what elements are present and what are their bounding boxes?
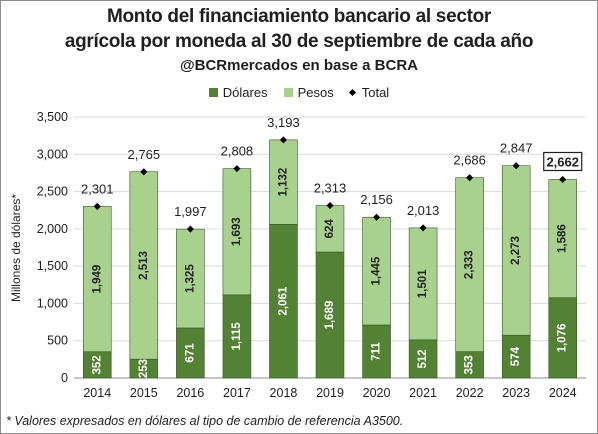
bar-label-pesos: 2,513 xyxy=(138,251,150,280)
bar-label-dolares: 574 xyxy=(510,346,522,366)
bar-label-dolares: 671 xyxy=(184,343,196,363)
x-tick-label: 2016 xyxy=(176,386,204,400)
chart-legend: Dólares Pesos Total xyxy=(0,85,598,100)
bar-label-dolares: 353 xyxy=(464,355,476,374)
bar-label-pesos: 2,333 xyxy=(464,250,476,279)
bar-label-pesos: 1,586 xyxy=(557,224,569,253)
bar-pesos xyxy=(455,177,484,352)
total-marker xyxy=(233,165,241,173)
bar-label-dolares: 1,076 xyxy=(557,323,569,352)
bar-dolares xyxy=(455,351,484,379)
x-tick-label: 2014 xyxy=(83,386,111,400)
bar-dolares xyxy=(222,294,252,379)
total-marker xyxy=(326,201,334,210)
total-label: 2,847 xyxy=(500,141,533,156)
bar-label-dolares: 1,689 xyxy=(324,301,336,330)
bar-dolares xyxy=(548,297,577,379)
legend-label-pesos: Pesos xyxy=(297,85,334,100)
total-marker xyxy=(279,136,287,144)
legend-item-dolares: Dólares xyxy=(208,85,268,100)
total-marker xyxy=(93,202,101,210)
legend-swatch-dolares xyxy=(208,88,218,97)
total-label: 1,997 xyxy=(174,204,207,219)
legend-swatch-pesos xyxy=(283,88,293,97)
total-marker xyxy=(373,213,381,221)
y-tick-label: 2,500 xyxy=(37,185,68,199)
bar-dolares xyxy=(408,339,438,379)
y-tick-label: 0 xyxy=(61,371,68,385)
bar-dolares xyxy=(501,334,531,379)
x-tick-label: 2023 xyxy=(502,386,530,400)
legend-item-pesos: Pesos xyxy=(283,85,334,100)
bar-label-dolares: 711 xyxy=(371,342,383,361)
bar-label-pesos: 1,949 xyxy=(91,265,103,294)
x-tick-label: 2024 xyxy=(549,386,577,400)
chart-title-line2: agrícola por moneda al 30 de septiembre … xyxy=(64,31,534,52)
bar-label-dolares: 512 xyxy=(417,349,429,368)
bar-label-pesos: 2,273 xyxy=(510,236,522,265)
bar-label-pesos: 1,501 xyxy=(417,269,429,298)
total-label: 2,156 xyxy=(360,192,393,207)
bar-label-pesos: 1,132 xyxy=(277,168,289,197)
x-tick-label: 2018 xyxy=(270,386,298,400)
x-tick-label: 2020 xyxy=(363,386,391,400)
bar-pesos xyxy=(548,179,577,299)
total-label: 2,313 xyxy=(314,181,347,196)
bar-label-dolares: 1,115 xyxy=(231,322,243,351)
bar-label-pesos: 624 xyxy=(324,219,336,239)
y-tick-label: 3,500 xyxy=(37,110,68,124)
total-marker xyxy=(140,168,148,176)
bar-label-pesos: 1,445 xyxy=(371,256,383,285)
total-label: 2,013 xyxy=(407,203,440,218)
bar-label-dolares: 2,061 xyxy=(277,286,289,315)
bar-label-dolares: 253 xyxy=(138,359,150,378)
bar-pesos xyxy=(315,205,345,253)
total-label: 2,808 xyxy=(221,144,254,159)
bar-dolares xyxy=(315,251,345,379)
legend-label-dolares: Dólares xyxy=(222,85,268,100)
legend-label-total: Total xyxy=(361,85,390,100)
total-label: 2,765 xyxy=(128,147,161,162)
total-marker xyxy=(559,175,567,184)
x-tick-label: 2015 xyxy=(130,386,158,400)
bar-dolares xyxy=(176,327,205,379)
total-label: 2,662 xyxy=(546,154,579,169)
x-tick-label: 2019 xyxy=(316,386,344,400)
bar-pesos xyxy=(129,171,159,360)
total-marker xyxy=(186,225,194,233)
bar-pesos xyxy=(501,165,531,336)
y-tick-label: 1,000 xyxy=(37,296,68,310)
y-tick-label: 2,000 xyxy=(37,222,68,236)
total-marker xyxy=(466,174,474,182)
chart-title: Monto del financiamiento bancario al sec… xyxy=(106,6,492,27)
x-tick-label: 2022 xyxy=(456,386,484,400)
bar-dolares xyxy=(83,351,112,379)
bar-label-pesos: 1,325 xyxy=(184,264,196,293)
total-label: 2,301 xyxy=(81,181,114,196)
total-marker xyxy=(512,162,520,170)
bar-pesos xyxy=(83,206,112,353)
bar-label-dolares: 352 xyxy=(91,355,103,374)
total-label-box xyxy=(543,151,583,172)
x-tick-label: 2017 xyxy=(223,386,251,400)
legend-item-total: Total xyxy=(348,85,390,100)
total-label: 2,686 xyxy=(453,153,486,168)
bar-dolares xyxy=(269,224,298,379)
footnote: * Valores expresados en dólares al tipo … xyxy=(6,414,404,428)
total-marker xyxy=(419,224,427,232)
bar-pesos xyxy=(408,227,438,341)
bar-label-pesos: 1,693 xyxy=(231,217,243,246)
y-tick-label: 500 xyxy=(47,334,68,348)
bar-pesos xyxy=(222,168,252,296)
chart-subtitle: @BCRmercados en base a BCRA xyxy=(179,57,419,74)
y-tick-label: 3,000 xyxy=(37,147,68,161)
y-tick-label: 1,500 xyxy=(37,259,68,273)
total-label: 3,193 xyxy=(267,115,300,130)
x-tick-label: 2021 xyxy=(409,386,437,400)
